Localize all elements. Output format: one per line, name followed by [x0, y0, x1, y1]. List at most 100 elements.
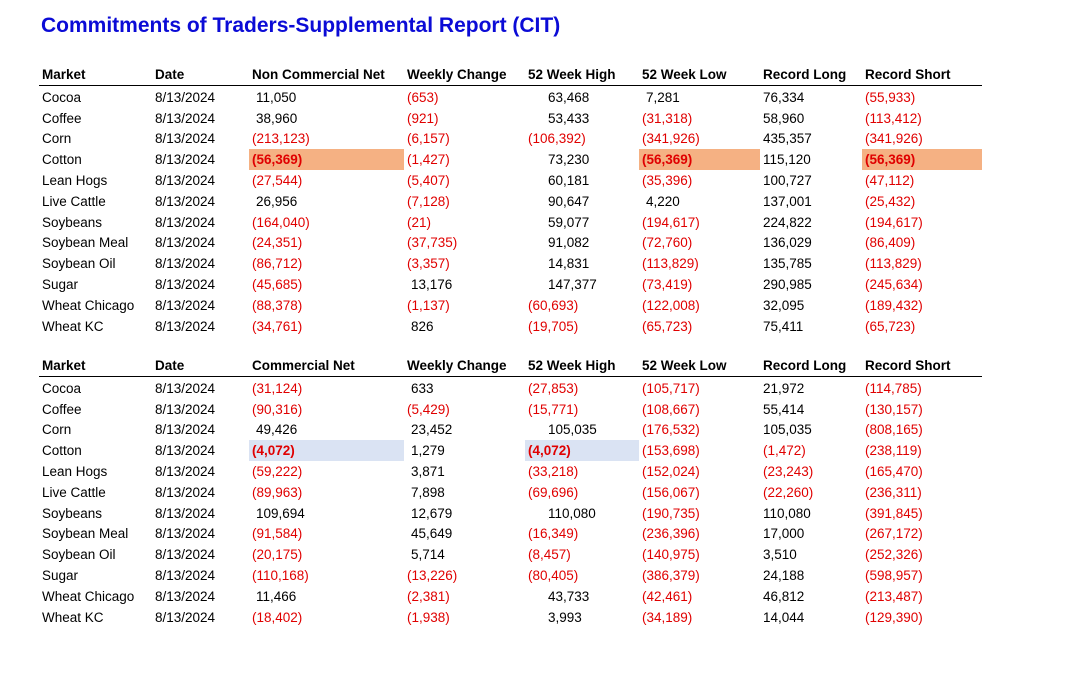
- cell-week52-high: 110,080: [548, 505, 596, 521]
- highlighted-cell-net: (4,072): [249, 440, 404, 462]
- highlighted-cell-net: (56,369): [249, 149, 404, 171]
- cell-market: Sugar: [42, 277, 79, 293]
- cell-weekly-change: (37,735): [407, 235, 458, 251]
- cell-date: 8/13/2024: [155, 609, 216, 625]
- cell-week52-low: (152,024): [642, 464, 700, 480]
- cell-date: 8/13/2024: [155, 256, 216, 272]
- cell-record-short: (55,933): [865, 89, 916, 105]
- cell-market: Soybeans: [42, 505, 103, 521]
- cell-week52-low: (236,396): [642, 526, 700, 542]
- noncommercial-table: Market Date Non Commercial Net Weekly Chang…: [39, 64, 982, 337]
- cell-record-long: 136,029: [763, 235, 812, 251]
- cell-net: (31,124): [252, 380, 303, 396]
- cell-week52-high: (8,457): [528, 547, 571, 563]
- table-row: Wheat Chicago 8/13/2024 11,466 (2,381) 43,73…: [39, 586, 982, 607]
- cell-date: 8/13/2024: [155, 401, 216, 417]
- cell-record-long: 435,357: [763, 131, 812, 147]
- cell-week52-high: (60,693): [528, 297, 579, 313]
- cell-week52-low: (65,723): [642, 318, 693, 334]
- cell-market: Soybeans: [42, 214, 103, 230]
- cell-net: (45,685): [252, 277, 303, 293]
- cell-record-short: (267,172): [865, 526, 923, 542]
- column-header-net: Non Commercial Net: [249, 64, 404, 86]
- cell-market: Wheat KC: [42, 318, 104, 334]
- cell-weekly-change: 45,649: [411, 526, 453, 542]
- cell-weekly-change: (921): [407, 110, 439, 126]
- cell-weekly-change: 7,898: [411, 484, 445, 500]
- column-header-record-long: Record Long: [760, 355, 862, 377]
- cell-market: Corn: [42, 131, 72, 147]
- cell-week52-high: (69,696): [528, 484, 579, 500]
- cell-week52-high: 3,993: [548, 609, 582, 625]
- highlighted-cell-week52-high: (4,072): [525, 440, 639, 462]
- cell-record-short: (113,412): [865, 110, 922, 126]
- table-header-row: Market Date Commercial Net Weekly Change 52 …: [39, 355, 982, 377]
- cell-record-short: (236,311): [865, 484, 922, 500]
- cell-market: Wheat Chicago: [42, 297, 135, 313]
- cell-record-long: (23,243): [763, 464, 814, 480]
- cell-week52-high: 105,035: [548, 422, 597, 438]
- cell-record-long: 100,727: [763, 173, 812, 189]
- table-row: Lean Hogs 8/13/2024 (59,222) 3,871 (33,218) (…: [39, 461, 982, 482]
- cell-date: 8/13/2024: [155, 588, 216, 604]
- cell-net: (164,040): [252, 214, 310, 230]
- cell-net: 49,426: [256, 422, 298, 438]
- cell-week52-high: (33,218): [528, 464, 579, 480]
- cell-week52-low: (176,532): [642, 422, 700, 438]
- cell-market: Coffee: [42, 110, 82, 126]
- cell-weekly-change: (3,357): [407, 256, 450, 272]
- cell-week52-low: (153,698): [642, 443, 700, 459]
- table-row: Lean Hogs 8/13/2024 (27,544) (5,407) 60,181 (…: [39, 170, 982, 191]
- cell-week52-high: (106,392): [528, 131, 586, 147]
- cell-market: Lean Hogs: [42, 173, 108, 189]
- cell-weekly-change: (2,381): [407, 588, 450, 604]
- column-header-record-long: Record Long: [760, 64, 862, 86]
- cell-week52-low: (31,318): [642, 110, 693, 126]
- table-header-row: Market Date Non Commercial Net Weekly Chang…: [39, 64, 982, 86]
- cell-date: 8/13/2024: [155, 484, 216, 500]
- cell-weekly-change: (5,407): [407, 173, 450, 189]
- cell-date: 8/13/2024: [155, 214, 216, 230]
- cell-date: 8/13/2024: [155, 277, 216, 293]
- cell-record-short: (47,112): [865, 173, 915, 189]
- cell-week52-high: (19,705): [528, 318, 579, 334]
- cell-record-short: (245,634): [865, 277, 923, 293]
- column-header-market: Market: [39, 64, 152, 86]
- cell-weekly-change: (7,128): [407, 193, 450, 209]
- column-header-date: Date: [152, 355, 249, 377]
- cell-week52-high: 91,082: [548, 235, 590, 251]
- cell-record-long: 17,000: [763, 526, 805, 542]
- cell-record-short: (86,409): [865, 235, 916, 251]
- cell-market: Live Cattle: [42, 484, 106, 500]
- cell-week52-low: (190,735): [642, 505, 700, 521]
- cell-record-short: (165,470): [865, 464, 923, 480]
- column-header-weekly-change: Weekly Change: [404, 355, 525, 377]
- cell-net: 11,466: [256, 588, 297, 604]
- cell-week52-low: (73,419): [642, 277, 693, 293]
- cell-record-long: 46,812: [763, 588, 805, 604]
- cell-record-long: (1,472): [763, 443, 806, 459]
- table-row: Corn 8/13/2024 49,426 23,452 105,035 (176,532…: [39, 420, 982, 441]
- cell-date: 8/13/2024: [155, 526, 216, 542]
- cell-record-long: 115,120: [763, 152, 811, 168]
- cell-record-short: (238,119): [865, 443, 922, 459]
- table-row: Coffee 8/13/2024 (90,316) (5,429) (15,771) (1…: [39, 399, 982, 420]
- cell-week52-high: 90,647: [548, 193, 590, 209]
- cell-net: (18,402): [252, 609, 303, 625]
- cell-net: (34,761): [252, 318, 303, 334]
- cell-market: Cotton: [42, 152, 82, 168]
- column-header-weekly-change: Weekly Change: [404, 64, 525, 86]
- cell-record-short: (189,432): [865, 297, 923, 313]
- cell-week52-high: (16,349): [528, 526, 579, 542]
- cell-net: (110,168): [252, 568, 309, 584]
- cell-record-long: 14,044: [763, 609, 805, 625]
- cell-market: Live Cattle: [42, 193, 106, 209]
- cell-market: Corn: [42, 422, 72, 438]
- table-row: Coffee 8/13/2024 38,960 (921) 53,433 (31,318)…: [39, 108, 982, 129]
- cell-week52-low: (113,829): [642, 256, 699, 272]
- cell-date: 8/13/2024: [155, 297, 216, 313]
- cell-weekly-change: 633: [411, 380, 434, 396]
- table-row: Live Cattle 8/13/2024 (89,963) 7,898 (69,696…: [39, 482, 982, 503]
- table-row: Corn 8/13/2024 (213,123) (6,157) (106,392) (3…: [39, 129, 982, 150]
- column-header-week52-high: 52 Week High: [525, 355, 639, 377]
